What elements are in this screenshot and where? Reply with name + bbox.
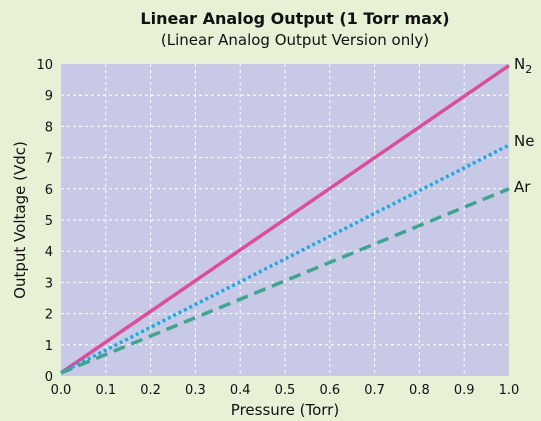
y-tick-label: 2 [45, 308, 53, 323]
series-lines [60, 64, 510, 375]
series-label-ne: Ne [514, 132, 534, 150]
series-label-ar: Ar [514, 178, 531, 196]
y-tick-label: 1 [45, 339, 53, 354]
y-tick-label: 0 [45, 370, 53, 385]
x-tick-label: 0.4 [230, 383, 251, 398]
x-tick-label: 0.6 [319, 383, 340, 398]
series-line-n2 [60, 64, 510, 375]
x-tick-label: 0.5 [275, 383, 296, 398]
y-axis-ticks: 0 1 2 3 4 5 6 7 8 9 10 [36, 58, 53, 385]
y-tick-label: 3 [45, 276, 53, 291]
y-tick-label: 8 [45, 120, 53, 135]
y-tick-label: 9 [45, 89, 53, 104]
y-tick-label: 4 [45, 245, 53, 260]
series-labels: N2 Ne Ar [514, 55, 534, 196]
x-tick-label: 0.0 [51, 383, 72, 398]
x-axis-label: Pressure (Torr) [231, 401, 339, 419]
x-tick-label: 0.1 [95, 383, 116, 398]
x-tick-label: 0.2 [140, 383, 161, 398]
y-axis-label: Output Voltage (Vdc) [11, 141, 29, 299]
y-tick-label: 6 [45, 183, 53, 198]
y-tick-label: 7 [45, 152, 53, 167]
series-line-ar [60, 187, 510, 375]
x-tick-label: 0.8 [409, 383, 430, 398]
x-tick-label: 0.9 [454, 383, 475, 398]
x-axis-ticks: 0.0 0.1 0.2 0.3 0.4 0.5 0.6 0.7 0.8 0.9 1.0 [51, 383, 520, 398]
x-tick-label: 0.3 [185, 383, 206, 398]
x-tick-label: 1.0 [499, 383, 520, 398]
chart-subtitle: (Linear Analog Output Version only) [161, 31, 429, 49]
y-tick-label: 10 [36, 58, 53, 73]
chart-title: Linear Analog Output (1 Torr max) [140, 9, 449, 28]
x-tick-label: 0.7 [364, 383, 385, 398]
y-tick-label: 5 [45, 214, 53, 229]
series-label-n2: N2 [514, 55, 532, 76]
